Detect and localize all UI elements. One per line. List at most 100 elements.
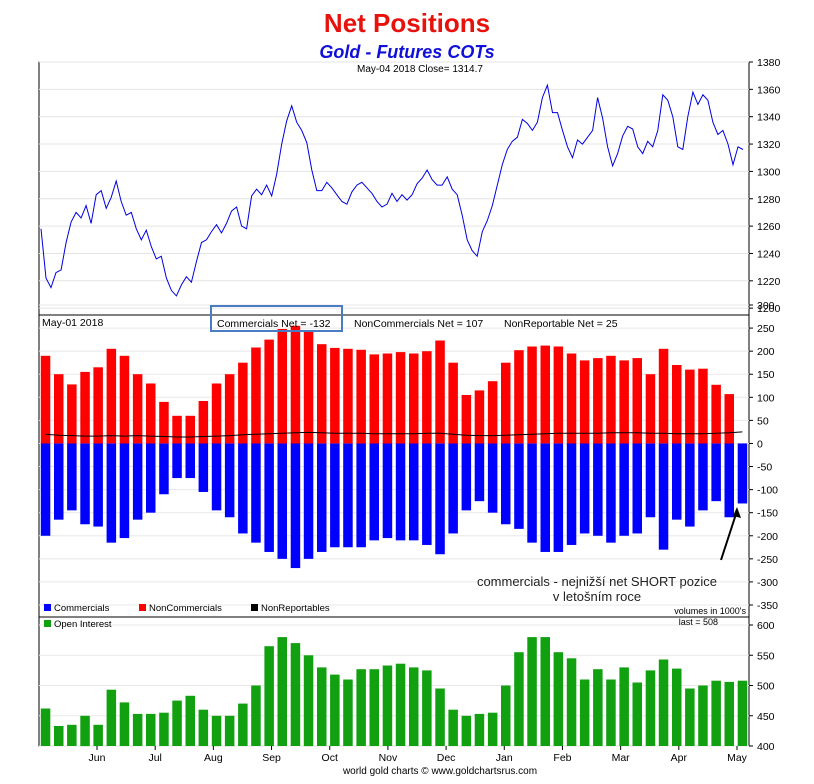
- net-tick-label: 0: [757, 438, 763, 450]
- bar-commercials: [40, 443, 51, 536]
- net-tick-label: -300: [757, 577, 778, 589]
- net-tick-label: -100: [757, 485, 778, 497]
- legend-noncommercials: NonCommercials: [149, 603, 222, 614]
- oi-grid: [39, 624, 749, 747]
- bar-commercials: [290, 443, 301, 569]
- bar-noncommercials: [501, 362, 511, 444]
- price-tick-label: 1240: [757, 248, 781, 260]
- bar-noncommercials: [251, 347, 261, 444]
- bar-open-interest: [527, 637, 537, 746]
- bar-noncommercials: [422, 351, 432, 444]
- bar-commercials: [67, 443, 77, 511]
- bar-noncommercials: [54, 374, 64, 444]
- bar-commercials: [645, 443, 656, 518]
- bar-open-interest: [343, 679, 353, 746]
- bar-commercials: [672, 443, 682, 520]
- bar-open-interest: [395, 663, 406, 746]
- annotation-arrow-head: [733, 507, 741, 518]
- bar-open-interest: [106, 689, 117, 746]
- commercials-net-label: Commercials Net = -132: [217, 318, 331, 330]
- bar-noncommercials: [238, 362, 248, 444]
- bar-commercials: [514, 443, 524, 529]
- bar-commercials: [409, 443, 419, 541]
- net-grid: [39, 304, 749, 606]
- net-tick-label: 300: [757, 300, 775, 312]
- nonreportables-net-label: NonReportable Net = 25: [504, 318, 618, 330]
- net-y-axis: 300 250 200 150 100 50 0 -50 -100 -150 -200 -250 -30…: [749, 300, 778, 612]
- bar-noncommercials: [461, 395, 472, 444]
- bar-noncommercials: [317, 344, 327, 444]
- bar-noncommercials: [540, 345, 550, 444]
- bar-commercials: [224, 443, 235, 518]
- oi-tick-label: 400: [757, 741, 775, 753]
- bar-open-interest: [553, 652, 564, 746]
- bar-noncommercials: [67, 384, 77, 444]
- bar-open-interest: [474, 713, 485, 746]
- legend-swatch-open-interest: [44, 620, 51, 627]
- x-tick-label: Jul: [148, 752, 161, 764]
- bar-noncommercials: [658, 348, 669, 444]
- price-tick-label: 1260: [757, 221, 781, 233]
- price-tick-label: 1340: [757, 112, 781, 124]
- net-panel-frame: [38, 314, 750, 618]
- volumes-label: volumes in 1000's: [674, 606, 746, 616]
- legend-swatch-noncommercials: [139, 604, 146, 611]
- bar-noncommercials: [224, 374, 235, 444]
- net-tick-label: 250: [757, 323, 775, 335]
- bar-open-interest: [658, 659, 669, 746]
- price-grid: [39, 61, 749, 309]
- bar-open-interest: [317, 667, 327, 746]
- bar-commercials: [277, 443, 287, 559]
- bar-noncommercials: [448, 362, 458, 444]
- net-bars: [40, 325, 748, 569]
- price-tick-label: 1220: [757, 276, 781, 288]
- bar-commercials: [632, 443, 642, 534]
- x-tick-label: Jun: [89, 752, 106, 764]
- bar-open-interest: [132, 713, 143, 746]
- bar-commercials: [698, 443, 708, 511]
- bar-noncommercials: [645, 374, 656, 444]
- bar-commercials: [251, 443, 261, 543]
- bar-open-interest: [224, 715, 235, 747]
- bar-commercials: [658, 443, 669, 550]
- price-y-axis: 1200 1220 1240 1260 1280 1300 1320 1340 1360 1380: [749, 57, 781, 315]
- legend-nonreportables: NonReportables: [261, 603, 330, 614]
- bar-commercials: [606, 443, 616, 543]
- bar-commercials: [330, 443, 340, 548]
- bar-open-interest: [369, 669, 379, 746]
- bar-commercials: [343, 443, 353, 548]
- bar-noncommercials: [711, 384, 721, 444]
- bar-noncommercials: [330, 347, 340, 444]
- bar-open-interest: [67, 724, 77, 746]
- legend-swatch-nonreportables: [251, 604, 258, 611]
- bar-noncommercials: [264, 339, 274, 444]
- price-header: May-04 2018 Close= 1314.7: [357, 64, 483, 75]
- bar-open-interest: [172, 700, 182, 746]
- bar-noncommercials: [566, 353, 577, 444]
- bar-noncommercials: [146, 383, 156, 444]
- series-gold-price-line: [40, 83, 744, 297]
- bar-open-interest: [251, 685, 261, 746]
- bar-commercials: [146, 443, 156, 513]
- oi-y-axis: 600 550 500 450 400: [749, 620, 775, 753]
- bar-commercials: [579, 443, 590, 534]
- bar-noncommercials: [698, 368, 708, 444]
- bar-noncommercials: [343, 348, 353, 444]
- bar-open-interest: [606, 679, 616, 746]
- bar-commercials: [159, 443, 169, 495]
- net-tick-label: -50: [757, 462, 772, 474]
- bar-open-interest: [409, 667, 419, 746]
- x-tick-label: Mar: [612, 752, 631, 764]
- oi-tick-label: 450: [757, 711, 775, 723]
- bar-noncommercials: [395, 352, 406, 444]
- bar-commercials: [356, 443, 366, 548]
- bar-open-interest: [540, 637, 550, 746]
- bar-open-interest: [159, 712, 169, 746]
- oi-tick-label: 550: [757, 650, 775, 662]
- x-tick-label: May: [727, 752, 748, 764]
- bar-noncommercials: [514, 350, 524, 444]
- net-tick-label: 50: [757, 415, 769, 427]
- bar-noncommercials: [277, 329, 287, 444]
- bar-open-interest: [146, 713, 156, 746]
- x-axis: Jun Jul Aug Sep Oct Nov Dec Jan Feb Mar Apr May: [89, 746, 748, 764]
